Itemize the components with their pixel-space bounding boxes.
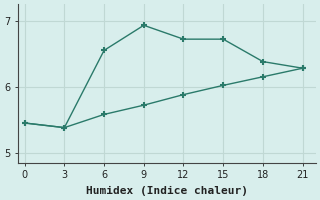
X-axis label: Humidex (Indice chaleur): Humidex (Indice chaleur) <box>86 186 248 196</box>
